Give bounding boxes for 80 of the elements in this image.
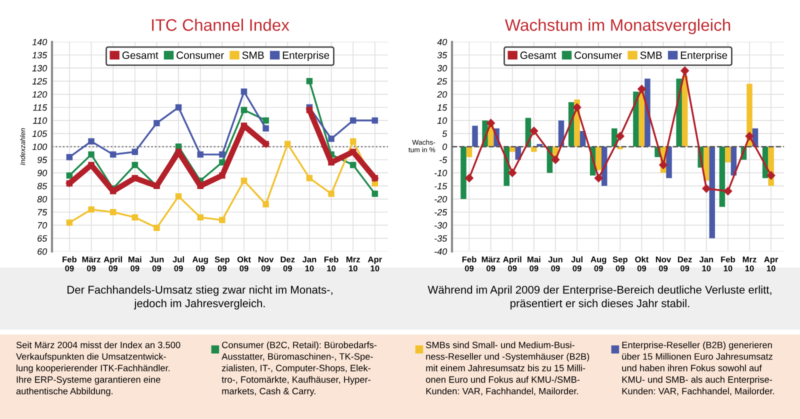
x-tick-label: April 09 (503, 256, 522, 272)
x-tick-label: März 09 (482, 256, 500, 272)
y-tick-label: 100 (32, 144, 48, 150)
y-tick-label: -20 (434, 196, 448, 202)
x-tick-label: Okt 09 (237, 256, 251, 272)
x-tick-label: Mrz 10 (346, 256, 360, 272)
x-tick-label: Jul 09 (172, 256, 184, 272)
chart-title: Wachstum im Monatsvergleich (504, 18, 730, 34)
x-tick-label: Feb 09 (462, 256, 476, 272)
text: Der Fachhandels-Umsatz stieg zwar nicht im Monats-, jedoch im Jahresvergleich. (68, 286, 332, 310)
x-tick-label: Apr 10 (368, 256, 382, 272)
y-tick-label: 75 (38, 209, 48, 216)
y-tick-label: 130 (32, 65, 48, 72)
x-tick-label: Feb 10 (721, 256, 736, 272)
x-tick-label: Okt 09 (635, 256, 649, 272)
y-tick-label: 80 (37, 196, 48, 202)
x-tick-label: Nov 09 (656, 256, 672, 272)
text: Consumer (B2C, Retail): Bürobedarfs- Ausstatter, Büromaschinen-, TK-Spe- zialisten, IT-, Computer-Shops, Elek- tro-, Fotomärkte, Kaufhäuser, Hyper- markets, Cash & Carry. (222, 341, 377, 396)
legend-label: Enterprise (680, 51, 728, 61)
x-tick-label: Aug 09 (590, 256, 606, 272)
x-tick-label: Jul 09 (571, 256, 582, 272)
y-tick-label: 70 (38, 222, 48, 229)
x-tick-label: Dez 09 (678, 256, 692, 272)
y-tick-label: 60 (38, 248, 48, 255)
y-tick-label: 120 (32, 91, 48, 98)
y-tick-label: 90 (37, 170, 48, 176)
y-tick-label: -10 (434, 170, 448, 176)
y-tick-label: 105 (32, 130, 48, 137)
x-tick-label: Dez 09 (280, 256, 295, 272)
text: SMBs sind Small- und Medium-Busi- ness-Reseller und -Systemhäuser (B2B) mit einem Jahresumsatz bis zu 15 Milli- onen Euro und Fokus auf KMU-/SMB- Kunden: VAR, Fachhandel, Mailorder. (426, 341, 590, 396)
x-tick-label: Feb 09 (62, 256, 77, 272)
x-tick-label: Feb 10 (324, 256, 338, 272)
y-tick-label: 10 (437, 117, 448, 124)
y-tick-label: 85 (37, 182, 48, 190)
legend-label: SMB (242, 52, 264, 59)
x-tick-label: Jun 09 (149, 256, 164, 272)
y-tick-label: -30 (434, 222, 448, 229)
y-tick-label: -5 (440, 156, 448, 164)
legend-label: Consumer (574, 52, 622, 59)
x-tick-label: Jan 10 (699, 256, 714, 272)
x-tick-label: Apr 10 (764, 256, 778, 272)
y-tick-label: 135 (32, 52, 48, 58)
x-tick-label: Jan 10 (302, 256, 316, 272)
x-tick-label: Sep 09 (612, 256, 628, 272)
y-tick-label: 95 (37, 156, 48, 164)
y-tick-label: 125 (32, 78, 48, 85)
x-tick-label: Aug 09 (192, 256, 208, 272)
y-tick-label: 0 (442, 144, 448, 150)
y-tick-label: 140 (32, 38, 48, 46)
legend-label: Gesamt (122, 52, 158, 59)
x-tick-label: April 09 (104, 256, 122, 272)
y-tick-label: -40 (434, 248, 448, 255)
y-tick-label: -35 (434, 235, 448, 242)
x-tick-label: Mai 09 (128, 256, 142, 272)
y-tick-label: 65 (38, 235, 48, 242)
y-tick-label: -15 (434, 182, 448, 190)
x-tick-label: Sep 09 (214, 256, 230, 272)
y-tick-label: 5 (442, 130, 448, 137)
text: Enterprise-Reseller (B2B) generieren über 15 Millionen Euro Jahresumsatz und haben ihren Fokus sowohl auf KMU- und SMB- als auch Enterprise- Kunden: VAR, Fachhandel, Mailorder. (622, 341, 774, 396)
x-tick-label: März 09 (82, 256, 100, 272)
x-tick-label: Mrz 10 (742, 256, 756, 272)
legend-label: Enterprise (282, 51, 330, 61)
legend-label: Gesamt (520, 52, 556, 59)
y-tick-label: 115 (32, 104, 48, 111)
x-tick-label: Mai 09 (528, 256, 540, 272)
text: Seit März 2004 misst der Index an 3.500 Verkaufspunkten die Umsatzentwick- lung kooperierender ITK-Fachhändler. Ihre ERP-Systeme garantieren eine authentische Abbildung. (16, 341, 180, 396)
y-tick-label: 15 (437, 104, 448, 111)
text: Während im April 2009 der Enterprise-Bereich deutliche Verluste erlitt, präsentiert er sich dieses Jahr stabil. (428, 286, 772, 310)
x-tick-label: Nov 09 (258, 256, 274, 272)
y-tick-label: 25 (437, 78, 448, 85)
y-tick-label: 40 (437, 38, 448, 46)
legend-label: Consumer (176, 52, 224, 59)
y-tick-label: 20 (437, 91, 448, 98)
legend-label: SMB (640, 52, 662, 59)
chart-title: ITC Channel Index (152, 18, 290, 31)
y-tick-label: 30 (437, 65, 448, 72)
x-tick-label: Jun 09 (548, 256, 562, 272)
y-tick-label: -25 (434, 209, 448, 216)
y-tick-label: 35 (437, 52, 448, 58)
y-tick-label: 110 (32, 117, 48, 124)
